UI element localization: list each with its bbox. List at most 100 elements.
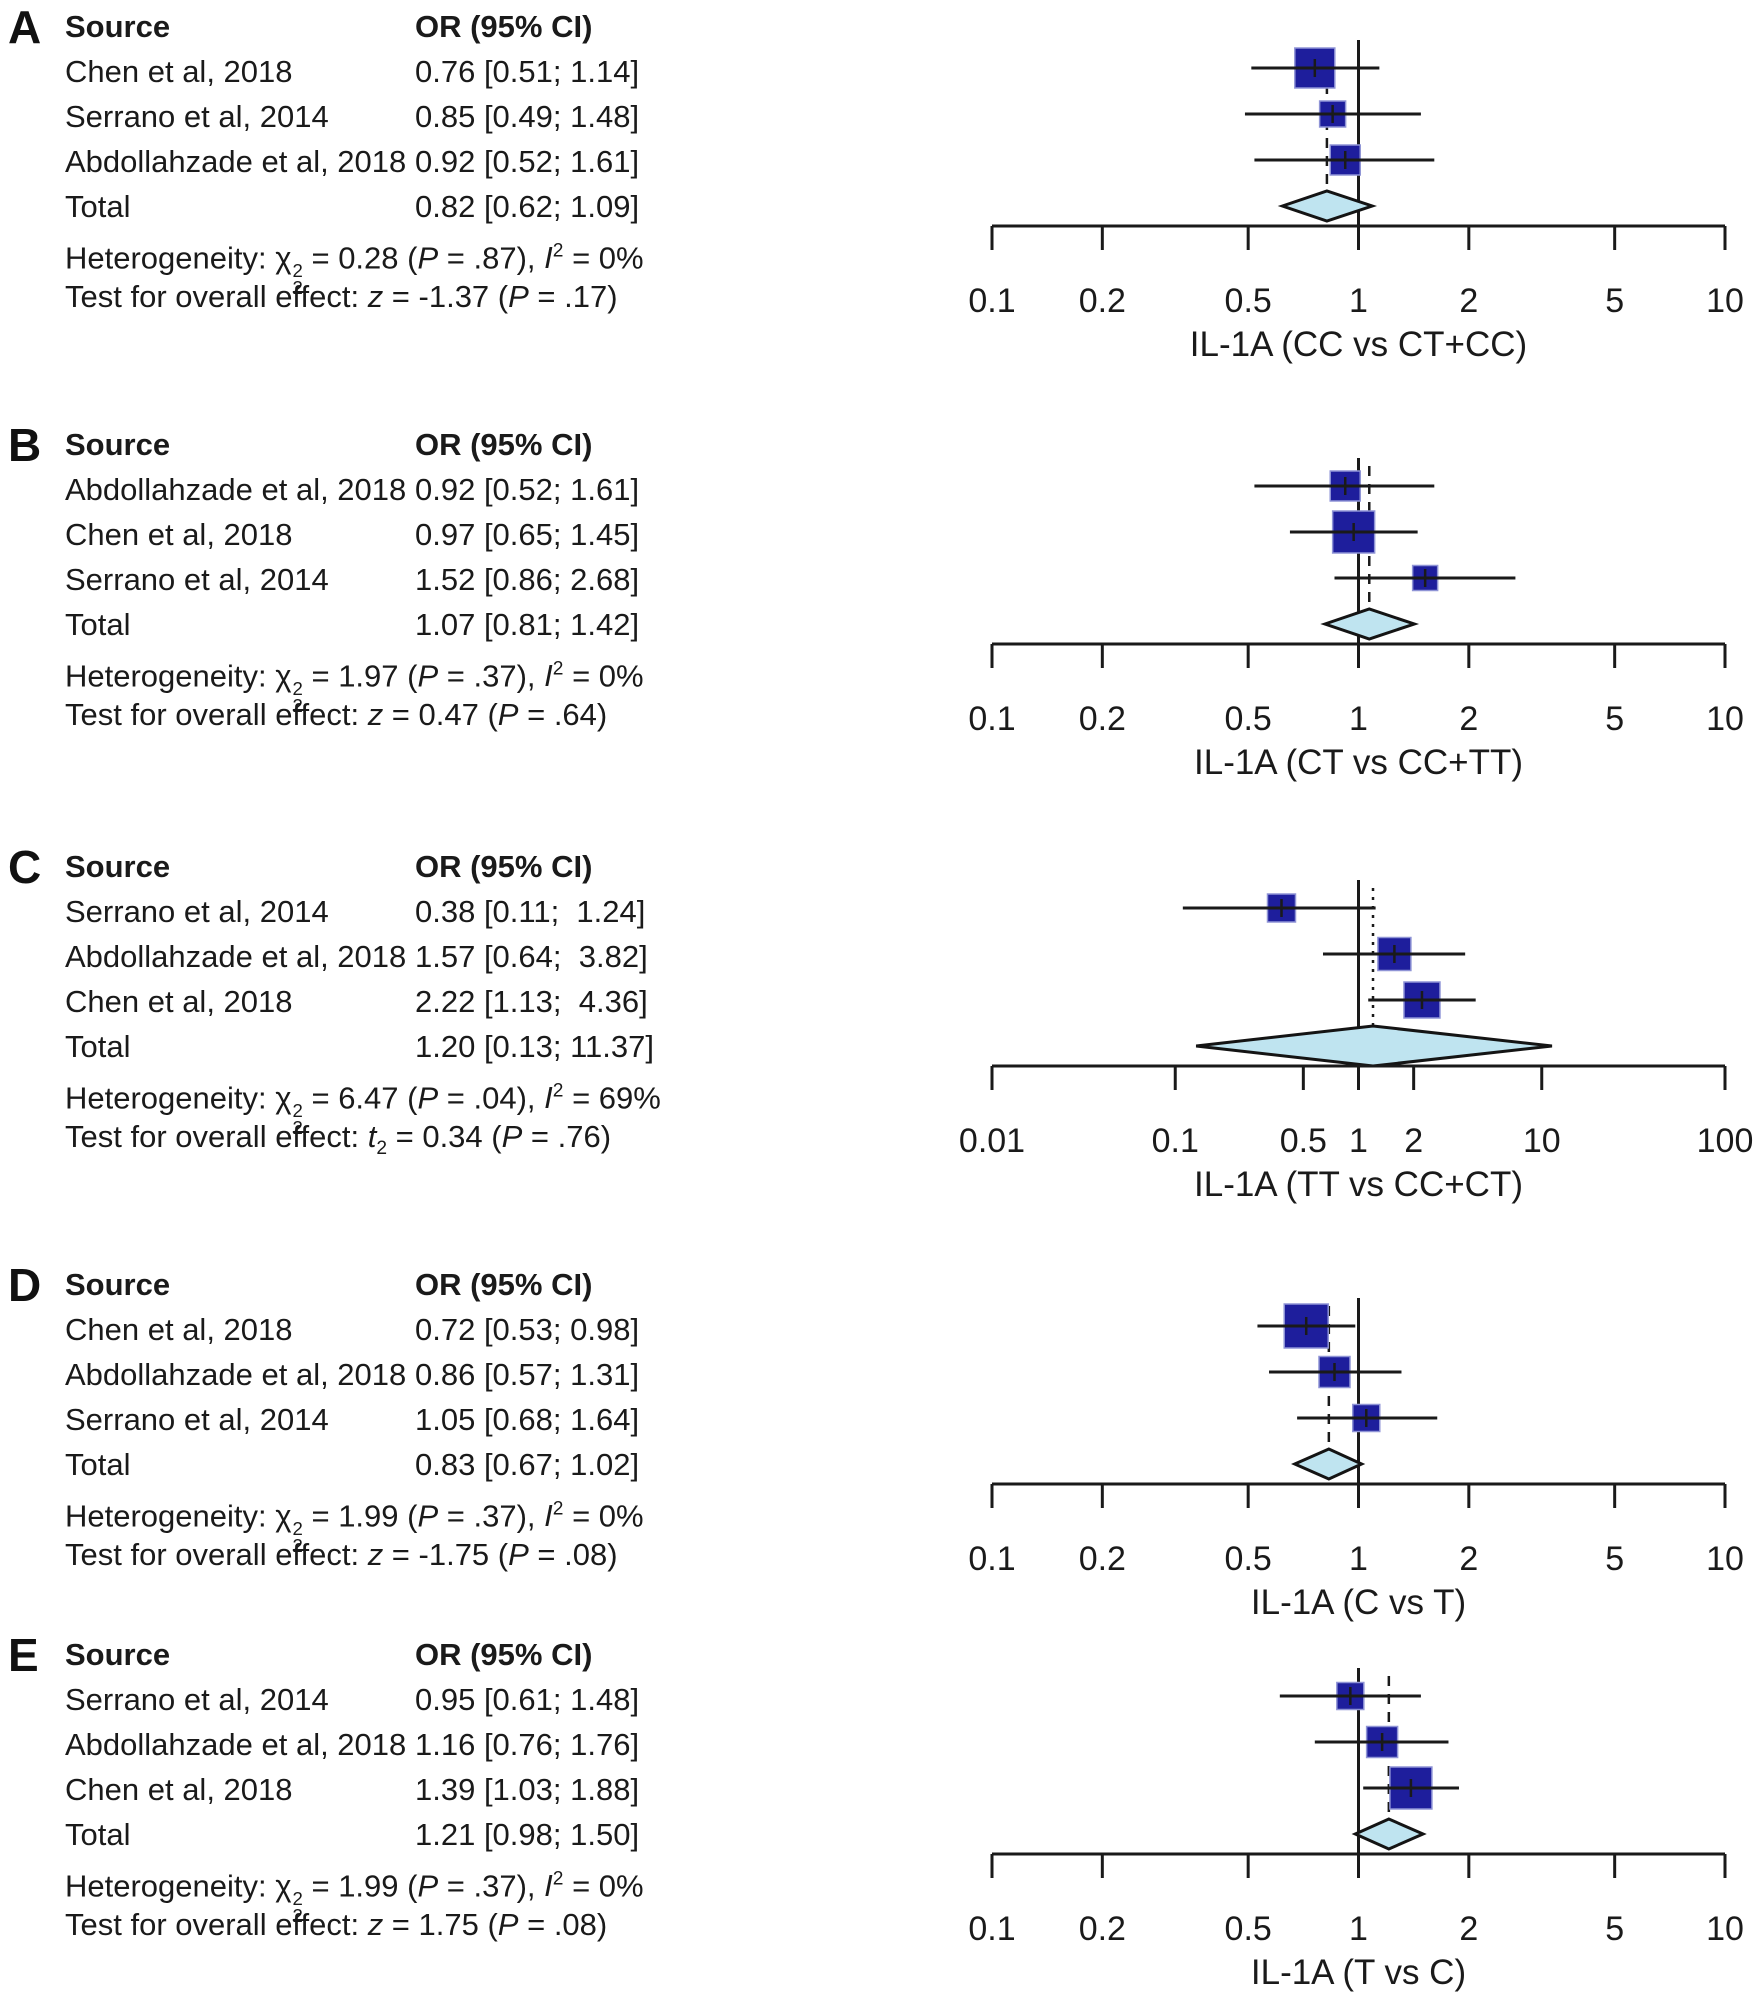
study-row: Abdollahzade et al, 2018 0.92 [0.52; 1.61… (65, 467, 713, 512)
forest-plot-canvas: 0.1 0.2 0.5 1 2 5 10 IL-1A (CT vs CC+TT) (968, 458, 1744, 782)
panel-letter: E (8, 1629, 39, 1681)
stat-text-segment: = .04), (438, 1080, 545, 1116)
forest-plot-canvas: 0.1 0.2 0.5 1 2 5 10 IL-1A (C vs T) (968, 1298, 1744, 1622)
study-or-ci: 0.95 [0.61; 1.48] (415, 1682, 640, 1717)
axis-tick-label: 10 (1523, 1122, 1561, 1160)
forest-plot-canvas: 0.1 0.2 0.5 1 2 5 10 IL-1A (CC vs CT+CC) (968, 40, 1744, 364)
total-label: Total (65, 1817, 131, 1852)
stat-text-segment: Test for overall effect: (65, 1907, 368, 1942)
study-row: Serrano et al, 2014 0.38 [0.11; 1.24] (65, 889, 713, 934)
axis-tick-label: 10 (1706, 700, 1744, 738)
column-header-or: OR (95% CI) (415, 427, 593, 462)
axis-title: IL-1A (TT vs CC+CT) (1194, 1165, 1523, 1204)
stat-text-segment: = -1.75 ( (383, 1537, 509, 1572)
stat-text-segment: = .08) (518, 1907, 608, 1942)
stat-text-segment: t2 (367, 1119, 387, 1160)
study-rows: Serrano et al, 2014 0.38 [0.11; 1.24] Abdo… (65, 889, 713, 1024)
study-or-ci: 0.85 [0.49; 1.48] (415, 99, 640, 134)
axis-tick-label: 1 (1349, 1910, 1368, 1948)
stat-text-segment: I2 (544, 1868, 564, 1904)
axis-title: IL-1A (T vs C) (1251, 1953, 1466, 1992)
overall-effect-test: Test for overall effect: z = -1.37 (P = … (65, 274, 713, 319)
stat-text-segment: I2 (544, 240, 564, 276)
table-header-row: Source OR (95% CI) (65, 4, 713, 49)
stat-text-segment: P (497, 1907, 519, 1942)
total-diamond (1351, 1817, 1427, 1851)
study-row: Serrano et al, 2014 1.52 [0.86; 2.68] (65, 557, 713, 602)
axis-tick-label: 0.2 (1079, 282, 1126, 320)
study-or-ci: 0.38 [0.11; 1.24] (415, 894, 646, 929)
stat-text-segment: = 1.97 ( (302, 658, 418, 694)
overall-effect-test: Test for overall effect: z = -1.75 (P = … (65, 1532, 713, 1577)
study-row: Serrano et al, 2014 1.05 [0.68; 1.64] (65, 1397, 713, 1442)
stat-text-segment: Heterogeneity: (65, 658, 276, 694)
stat-text-segment: Test for overall effect: (65, 1119, 368, 1154)
study-row: Serrano et al, 2014 0.85 [0.49; 1.48] (65, 94, 713, 139)
stat-text-segment: Heterogeneity: (65, 1498, 276, 1534)
stat-text-segment: I2 (544, 1498, 564, 1534)
column-header-source: Source (65, 9, 171, 44)
total-diamond (1291, 1447, 1366, 1481)
study-table: Source OR (95% CI) Chen et al, 2018 0.76 … (65, 4, 713, 319)
axis-title: IL-1A (CT vs CC+TT) (1194, 743, 1523, 782)
study-or-ci: 0.92 [0.52; 1.61] (415, 144, 640, 179)
study-source: Abdollahzade et al, 2018 (65, 144, 407, 179)
axis-tick-label: 0.1 (968, 700, 1015, 738)
stat-text-segment: P (417, 240, 439, 276)
total-row: Total 1.20 [0.13; 11.37] (65, 1024, 713, 1069)
stat-text-segment: = 0% (563, 658, 644, 694)
stat-text-segment: z (367, 697, 384, 732)
axis-tick-label: 1 (1349, 1540, 1368, 1578)
stat-text-segment: Heterogeneity: (65, 1080, 276, 1116)
study-row: Chen et al, 2018 0.76 [0.51; 1.14] (65, 49, 713, 94)
axis-tick-label: 10 (1706, 1540, 1744, 1578)
axis-title: IL-1A (C vs T) (1251, 1583, 1466, 1622)
column-header-source: Source (65, 427, 171, 462)
stat-text-segment: I2 (544, 658, 564, 694)
study-source: Abdollahzade et al, 2018 (65, 939, 407, 974)
total-row: Total 0.83 [0.67; 1.02] (65, 1442, 713, 1487)
stat-text-segment: Test for overall effect: (65, 279, 368, 314)
total-diamond (1195, 1024, 1553, 1068)
study-source: Serrano et al, 2014 (65, 99, 329, 134)
study-row: Chen et al, 2018 0.97 [0.65; 1.45] (65, 512, 713, 557)
study-or-ci: 0.97 [0.65; 1.45] (415, 517, 640, 552)
stat-text-segment: Test for overall effect: (65, 1537, 368, 1572)
total-label: Total (65, 189, 131, 224)
stat-text-segment: I2 (544, 1080, 564, 1116)
stat-text-segment: = .64) (518, 697, 608, 732)
panel-letter: A (8, 1, 42, 53)
total-or: 1.20 [0.13; 11.37] (415, 1029, 655, 1064)
study-rows: Abdollahzade et al, 2018 0.92 [0.52; 1.61… (65, 467, 713, 602)
forest-panel: B Source OR (95% CI) Abdollahzade et al,… (0, 422, 1753, 822)
stat-text-segment: Heterogeneity: (65, 240, 276, 276)
column-header-or: OR (95% CI) (415, 1637, 593, 1672)
study-row: Serrano et al, 2014 0.95 [0.61; 1.48] (65, 1677, 713, 1722)
table-header-row: Source OR (95% CI) (65, 1262, 713, 1307)
stat-text-segment: = .17) (528, 279, 618, 314)
total-or: 0.83 [0.67; 1.02] (415, 1447, 640, 1482)
stat-text-segment: = .76) (522, 1119, 612, 1154)
study-row: Chen et al, 2018 1.39 [1.03; 1.88] (65, 1767, 713, 1812)
study-source: Abdollahzade et al, 2018 (65, 1357, 407, 1392)
total-or: 0.82 [0.62; 1.09] (415, 189, 640, 224)
study-row: Abdollahzade et al, 2018 0.86 [0.57; 1.31… (65, 1352, 713, 1397)
stat-text-segment: P (497, 697, 519, 732)
study-or-ci: 2.22 [1.13; 4.36] (415, 984, 648, 1019)
stat-text-segment: P (417, 1498, 439, 1534)
stat-text-segment: = 6.47 ( (302, 1080, 418, 1116)
study-or-ci: 0.92 [0.52; 1.61] (415, 472, 640, 507)
stat-text-segment: = 0.34 ( (387, 1119, 502, 1154)
axis-tick-label: 0.1 (968, 1910, 1015, 1948)
axis-tick-label: 100 (1697, 1122, 1753, 1160)
column-header-source: Source (65, 849, 171, 884)
study-or-ci: 1.57 [0.64; 3.82] (415, 939, 648, 974)
